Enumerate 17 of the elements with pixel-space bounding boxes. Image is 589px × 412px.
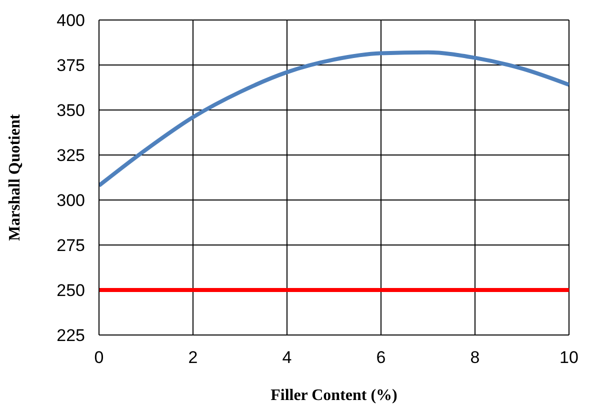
x-axis-title: Filler Content (%) [270, 387, 398, 404]
y-tick-label: 400 [56, 11, 85, 30]
x-tick-label: 2 [188, 348, 198, 368]
y-tick-label: 375 [56, 56, 85, 76]
y-tick-label: 300 [56, 191, 85, 210]
line-series [99, 50, 569, 188]
y-tick-label: 225 [56, 326, 85, 346]
x-tick-label: 10 [560, 348, 578, 368]
x-tick-label: 6 [376, 348, 386, 368]
x-tick-label: 8 [470, 348, 480, 368]
x-tick-label: 0 [94, 348, 104, 368]
y-axis-title: Marshall Quotient [6, 114, 24, 241]
y-tick-label: 325 [56, 146, 85, 166]
y-tick-label: 350 [56, 101, 85, 120]
y-tick-label: 250 [56, 281, 85, 300]
x-tick-label: 4 [282, 348, 292, 368]
y-tick-label: 275 [56, 236, 85, 256]
